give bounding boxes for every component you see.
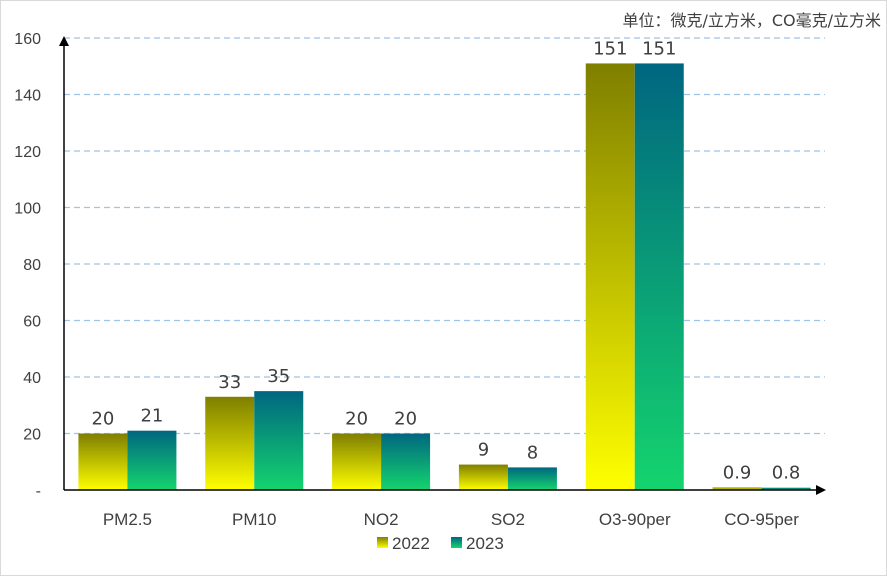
bar-2023-PM10 — [254, 391, 304, 490]
bar-2023-SO2 — [507, 467, 557, 490]
x-category-label: PM10 — [232, 510, 276, 529]
bar-2022-NO2 — [332, 433, 382, 490]
bars — [78, 63, 811, 491]
bar-2022-CO-95per — [712, 487, 762, 490]
data-label: 35 — [267, 366, 290, 387]
y-tick-label: 40 — [23, 370, 41, 387]
data-label: 21 — [140, 406, 163, 427]
data-label: 8 — [527, 442, 538, 463]
data-labels: 20 21 33 35 20 20 9 8 151 151 0.9 0.8 — [91, 38, 800, 483]
bar-2022-PM10 — [205, 396, 255, 490]
grid-lines — [64, 37, 825, 435]
y-tick-label: - — [36, 483, 41, 500]
y-tick-label: 140 — [14, 88, 41, 105]
y-tick-label: 20 — [23, 427, 41, 444]
y-tick-label: 160 — [14, 31, 41, 48]
x-category-label: O3-90per — [599, 510, 671, 529]
y-tick-label: 120 — [14, 144, 41, 161]
data-label: 9 — [478, 440, 489, 461]
bar-2023-CO-95per — [761, 487, 811, 490]
bar-2022-PM2.5 — [78, 433, 128, 490]
legend: 2022 2023 — [377, 534, 504, 553]
x-category-label: NO2 — [364, 510, 399, 529]
data-label: 0.9 — [723, 462, 752, 483]
bar-2023-PM2.5 — [127, 430, 177, 490]
data-label: 20 — [91, 409, 114, 430]
legend-swatch-2022 — [377, 537, 388, 548]
x-category-label: CO-95per — [724, 510, 799, 529]
bar-2023-O3-90per — [634, 63, 684, 491]
x-axis-categories: PM2.5 PM10 NO2 SO2 O3-90per CO-95per — [103, 510, 799, 529]
data-label: 20 — [345, 409, 368, 430]
x-category-label: SO2 — [491, 510, 525, 529]
y-tick-label: 60 — [23, 314, 41, 331]
x-category-label: PM2.5 — [103, 510, 152, 529]
legend-label-2023: 2023 — [466, 534, 504, 553]
unit-note: 单位：微克/立方米，CO毫克/立方米 — [622, 11, 881, 30]
y-axis-ticks: - 20 40 60 80 100 120 140 160 — [14, 31, 41, 500]
data-label: 151 — [593, 38, 627, 59]
bar-2022-O3-90per — [585, 63, 635, 491]
data-label: 33 — [218, 372, 241, 393]
legend-swatch-2023 — [451, 537, 462, 548]
bar-2023-NO2 — [381, 433, 431, 490]
data-label: 20 — [394, 409, 417, 430]
legend-label-2022: 2022 — [392, 534, 430, 553]
bar-2022-SO2 — [458, 464, 508, 490]
data-label: 0.8 — [772, 463, 801, 484]
data-label: 151 — [642, 38, 676, 59]
y-tick-label: 80 — [23, 257, 41, 274]
y-tick-label: 100 — [14, 201, 41, 218]
